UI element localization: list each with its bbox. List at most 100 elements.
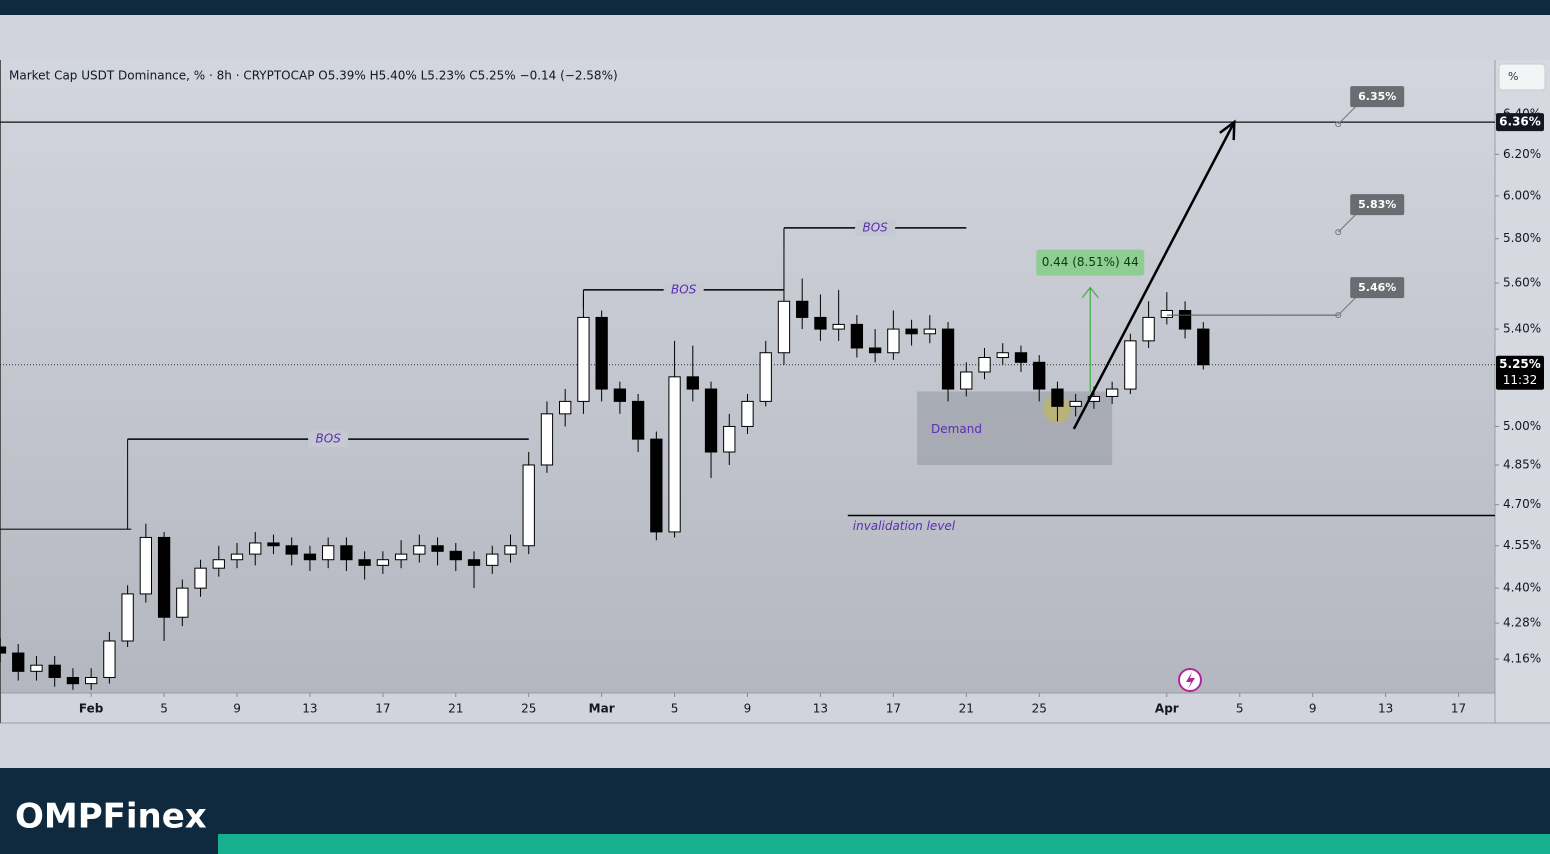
candle-body [668, 376, 681, 533]
target-label: 6.35% [1358, 90, 1396, 103]
x-tick-label: Mar [589, 702, 615, 716]
target-bg [1350, 86, 1405, 108]
candle-body [85, 676, 98, 685]
target-point [1335, 229, 1342, 236]
x-tick-label: 17 [886, 702, 901, 716]
candle-body [960, 371, 973, 390]
candle-body [121, 593, 134, 642]
plot-bg [0, 60, 1495, 693]
candle-body [322, 545, 335, 561]
candle-body [303, 553, 317, 561]
candle-body [741, 400, 754, 427]
candle-body [194, 567, 207, 589]
countdown-label: 11:32 [1503, 373, 1538, 387]
bos-label-bg [663, 281, 704, 298]
x-tick-label: 5 [1236, 702, 1244, 716]
candle-body [504, 545, 517, 555]
candle-body [212, 559, 225, 569]
candle-body [814, 316, 827, 330]
x-tick-label: 25 [521, 702, 536, 716]
candle-body [394, 553, 408, 561]
candle-body [431, 545, 444, 552]
line-price-bg [1496, 113, 1544, 132]
y-tick-label: 6.20% [1503, 147, 1541, 161]
target-connector [1337, 103, 1359, 125]
candle-body [66, 676, 80, 685]
candle-body [850, 323, 864, 349]
candle-body [631, 400, 645, 440]
y-tick-label: 4.28% [1503, 616, 1541, 630]
measure-head [1081, 286, 1099, 298]
candle-body [723, 425, 736, 453]
y-tick-label: 5.40% [1503, 322, 1541, 336]
candle-body [777, 300, 791, 354]
brand: OMPFinex [15, 797, 207, 837]
candle-body [230, 553, 244, 561]
candle-body [868, 347, 882, 354]
candle-body [540, 413, 554, 466]
candle-body [139, 536, 153, 595]
y-tick-label: 4.16% [1503, 652, 1541, 666]
x-tick-label: Apr [1155, 702, 1179, 716]
footer-accent [218, 834, 1550, 854]
scale-button-label[interactable]: % [1508, 70, 1518, 83]
candle-body [796, 300, 809, 318]
scale-button[interactable] [1498, 63, 1546, 91]
candle-body [358, 559, 371, 566]
event-icon-bolt [1186, 672, 1195, 689]
candle-body [48, 664, 61, 678]
y-tick-label: 4.70% [1503, 497, 1541, 511]
x-tick-label: 21 [448, 702, 463, 716]
candle-body [1178, 309, 1192, 330]
candle-body [704, 388, 718, 453]
bos-label-bg [308, 431, 349, 448]
target-point [1335, 312, 1342, 319]
x-tick-label: 21 [959, 702, 974, 716]
candle-body [1014, 352, 1028, 363]
x-tick-label: 9 [744, 702, 752, 716]
invalidation-label: invalidation level [853, 519, 956, 533]
candle-body [759, 352, 772, 402]
price-axis-bg [1495, 60, 1550, 723]
candle-body [285, 545, 298, 555]
target-connector [1337, 211, 1359, 233]
y-tick-label: 4.55% [1503, 538, 1541, 552]
target-label: 5.83% [1358, 198, 1396, 211]
candle-body [376, 559, 390, 566]
measure-label: 0.44 (8.51%) 44 [1042, 255, 1139, 269]
bos-label: BOS [671, 282, 697, 296]
bos-label: BOS [316, 432, 342, 446]
candle-body [1051, 388, 1064, 407]
candle-body [30, 664, 43, 672]
candle-body [1197, 328, 1210, 366]
x-tick-label: 13 [813, 702, 828, 716]
candle-body [613, 388, 627, 402]
candle-body [1124, 340, 1137, 390]
chart-title: Market Cap USDT Dominance, % · 8h · CRYP… [9, 69, 618, 83]
candle-body [650, 438, 663, 533]
last-price-label: 5.25% [1499, 357, 1541, 371]
candle-body [0, 646, 7, 654]
target-label: 5.46% [1358, 281, 1396, 294]
candle-body [176, 587, 189, 618]
x-tick-label: 9 [233, 702, 241, 716]
candle-body [249, 542, 262, 555]
projection-arrow [1072, 121, 1236, 430]
x-tick-label: 5 [671, 702, 679, 716]
top-band [0, 0, 1550, 15]
x-tick-label: 5 [160, 702, 168, 716]
candle-body [486, 553, 499, 566]
target-point [1335, 121, 1342, 128]
candle-body [832, 323, 845, 330]
candle-body [1105, 388, 1119, 397]
candle-body [1142, 316, 1155, 342]
candle-body [686, 376, 699, 390]
candle-body [522, 464, 535, 547]
candle-body [413, 545, 426, 555]
candle-body [887, 328, 900, 354]
y-tick-label: 5.60% [1503, 276, 1541, 290]
projection-head [1219, 119, 1236, 141]
candle-body [577, 316, 590, 402]
y-tick-label: 4.40% [1503, 581, 1541, 595]
x-tick-label: 13 [302, 702, 317, 716]
